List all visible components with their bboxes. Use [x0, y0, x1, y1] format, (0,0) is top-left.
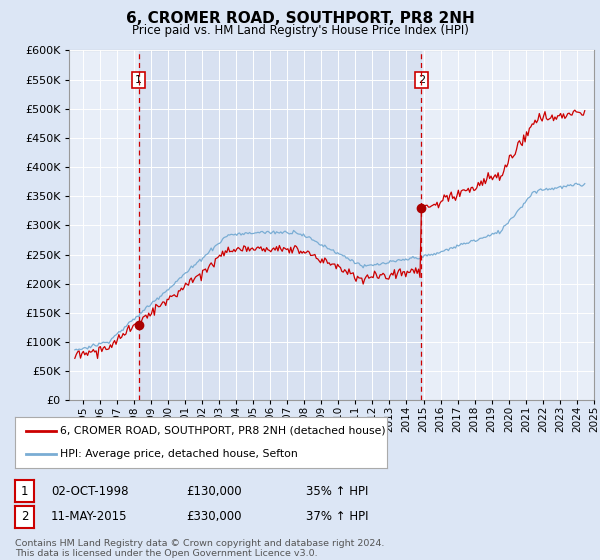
- Text: £330,000: £330,000: [186, 510, 241, 524]
- Text: 02-OCT-1998: 02-OCT-1998: [51, 484, 128, 498]
- Text: 6, CROMER ROAD, SOUTHPORT, PR8 2NH: 6, CROMER ROAD, SOUTHPORT, PR8 2NH: [125, 11, 475, 26]
- Text: Price paid vs. HM Land Registry's House Price Index (HPI): Price paid vs. HM Land Registry's House …: [131, 24, 469, 36]
- Text: 2: 2: [418, 75, 425, 85]
- Text: 11-MAY-2015: 11-MAY-2015: [51, 510, 128, 524]
- Text: Contains HM Land Registry data © Crown copyright and database right 2024.
This d: Contains HM Land Registry data © Crown c…: [15, 539, 385, 558]
- Text: 1: 1: [135, 75, 142, 85]
- Text: 37% ↑ HPI: 37% ↑ HPI: [306, 510, 368, 524]
- Text: £130,000: £130,000: [186, 484, 242, 498]
- Text: 1: 1: [21, 484, 28, 498]
- Text: 2: 2: [21, 510, 28, 524]
- Bar: [139, 50, 421, 400]
- Text: 6, CROMER ROAD, SOUTHPORT, PR8 2NH (detached house): 6, CROMER ROAD, SOUTHPORT, PR8 2NH (deta…: [59, 426, 385, 436]
- Text: HPI: Average price, detached house, Sefton: HPI: Average price, detached house, Seft…: [59, 449, 298, 459]
- Text: 35% ↑ HPI: 35% ↑ HPI: [306, 484, 368, 498]
